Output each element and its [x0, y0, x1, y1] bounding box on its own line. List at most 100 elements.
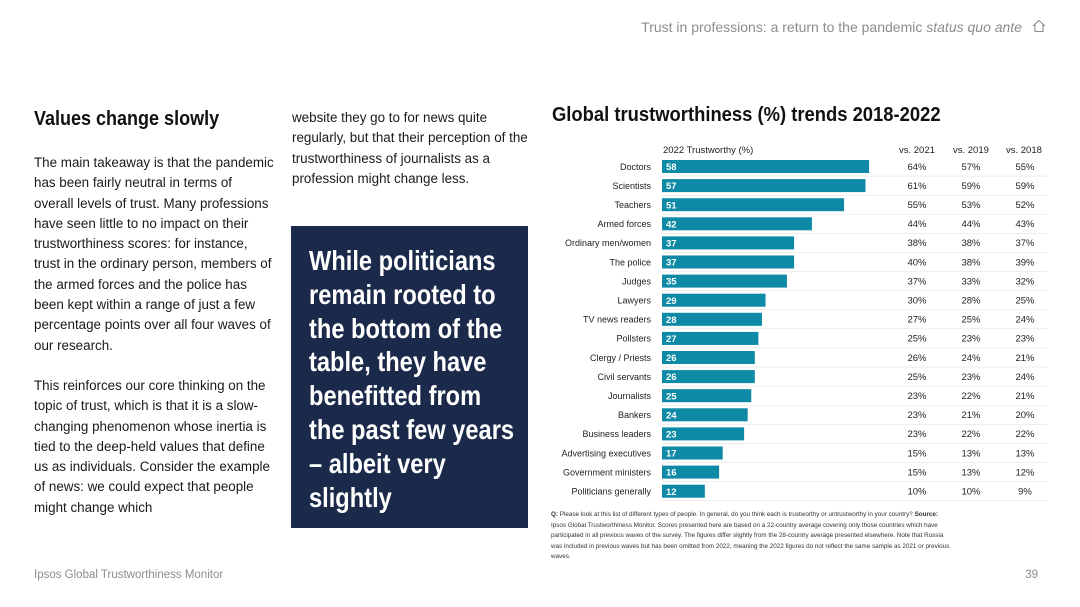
home-icon[interactable] [1031, 18, 1047, 34]
bar [662, 446, 723, 460]
vs-2018-value: 24% [1015, 315, 1035, 326]
vs-2018-value: 21% [1015, 353, 1035, 364]
bar [662, 179, 866, 193]
bar-value-label: 37 [666, 258, 677, 269]
category-label: Business leaders [582, 429, 651, 439]
vs-2021-value: 26% [907, 353, 927, 364]
vs-2018-value: 59% [1015, 181, 1035, 192]
category-label: Ordinary men/women [565, 238, 651, 248]
vs-2018-value: 21% [1015, 391, 1035, 402]
vs-2019-value: 57% [961, 162, 981, 173]
bar [662, 274, 787, 288]
bar [662, 236, 795, 250]
category-label: The police [609, 257, 651, 267]
vs-2018-value: 52% [1015, 200, 1035, 211]
category-label: Advertising executives [561, 448, 651, 458]
pull-quote-box: While politicians remain rooted to the b… [291, 226, 528, 528]
category-label: Teachers [614, 200, 651, 210]
category-label: Armed forces [597, 219, 651, 229]
vs-2019-value: 24% [961, 353, 981, 364]
header-title-main: Trust in professions: a return to the pa… [641, 19, 923, 35]
vs-2018-value: 43% [1015, 219, 1035, 230]
bar-value-label: 42 [666, 219, 677, 230]
bar [662, 331, 759, 345]
vs-2018-header: vs. 2018 [1006, 145, 1042, 156]
vs-2021-value: 10% [907, 487, 927, 498]
vs-2018-value: 39% [1015, 257, 1035, 268]
category-label: Politicians generally [571, 487, 651, 497]
middle-column: website they go to for news quite regula… [292, 108, 532, 189]
vs-2019-value: 25% [961, 315, 981, 326]
category-label: Clergy / Priests [590, 353, 652, 363]
bar-value-label: 12 [666, 487, 677, 498]
vs-2019-header: vs. 2019 [953, 145, 989, 156]
bar-value-label: 26 [666, 353, 677, 364]
header-title: Trust in professions: a return to the pa… [641, 19, 1022, 35]
category-label: Judges [622, 276, 652, 286]
vs-2019-value: 21% [961, 410, 981, 421]
category-label: Bankers [618, 410, 652, 420]
header-title-italic: status quo ante [926, 19, 1022, 35]
bar [662, 484, 705, 498]
category-label: Journalists [608, 391, 652, 401]
bar-value-label: 27 [666, 334, 677, 345]
footer-brand: Ipsos Global Trustworthiness Monitor [34, 569, 224, 581]
vs-2019-value: 13% [961, 448, 981, 459]
bar-value-label: 17 [666, 449, 677, 460]
bar-value-label: 51 [666, 200, 677, 211]
footnote-source: Ipsos Global Trustworthiness Monitor. Sc… [551, 521, 950, 561]
pull-quote: While politicians remain rooted to the b… [309, 245, 515, 513]
footnote-q-label: Q: [551, 511, 558, 518]
vs-2021-value: 64% [907, 162, 927, 173]
vs-2021-value: 25% [907, 372, 927, 383]
vs-2021-value: 38% [907, 238, 927, 249]
bar-value-label: 25 [666, 391, 677, 402]
bar-value-label: 23 [666, 430, 677, 441]
vs-2021-value: 55% [907, 200, 927, 211]
vs-2018-value: 12% [1015, 467, 1035, 478]
vs-2019-value: 38% [961, 257, 981, 268]
bar [662, 465, 720, 479]
vs-2021-value: 27% [907, 315, 927, 326]
category-label: Government ministers [563, 467, 652, 477]
bar-value-label: 29 [666, 296, 677, 307]
vs-2018-value: 25% [1015, 296, 1035, 307]
vs-2019-value: 13% [961, 467, 981, 478]
bar-value-label: 37 [666, 239, 677, 250]
vs-2019-value: 28% [961, 296, 981, 307]
category-label: Pollsters [616, 334, 651, 344]
bar [662, 408, 748, 422]
bar-value-label: 28 [666, 315, 677, 326]
bar [662, 217, 812, 231]
vs-2021-value: 25% [907, 334, 927, 345]
vs-2021-value: 30% [907, 296, 927, 307]
bar-value-label: 58 [666, 162, 677, 173]
bar-value-label: 35 [666, 277, 677, 288]
vs-2018-value: 55% [1015, 162, 1035, 173]
vs-2019-value: 38% [961, 238, 981, 249]
vs-2019-value: 23% [961, 334, 981, 345]
footnote-source-label: Source: [914, 511, 939, 518]
vs-2021-value: 23% [907, 429, 927, 440]
vs-2021-value: 23% [907, 410, 927, 421]
vs-2019-value: 22% [961, 391, 981, 402]
left-column: Values change slowly The main takeaway i… [34, 108, 274, 538]
category-label: TV news readers [583, 315, 652, 325]
vs-2018-value: 24% [1015, 372, 1035, 383]
vs-2021-header: vs. 2021 [899, 145, 935, 156]
vs-2021-value: 15% [907, 467, 927, 478]
vs-2018-value: 13% [1015, 448, 1035, 459]
category-label: Civil servants [597, 372, 651, 382]
vs-2021-value: 23% [907, 391, 927, 402]
vs-2021-value: 61% [907, 181, 927, 192]
bar-value-label: 16 [666, 468, 677, 479]
bar [662, 198, 845, 212]
category-label: Lawyers [617, 296, 651, 306]
vs-2021-value: 44% [907, 219, 927, 230]
bar-value-label: 24 [666, 410, 677, 421]
vs-2019-value: 44% [961, 219, 981, 230]
category-label: Doctors [620, 162, 652, 172]
vs-2018-value: 37% [1015, 238, 1035, 249]
footnote-question: Please look at this list of different ty… [559, 511, 913, 518]
